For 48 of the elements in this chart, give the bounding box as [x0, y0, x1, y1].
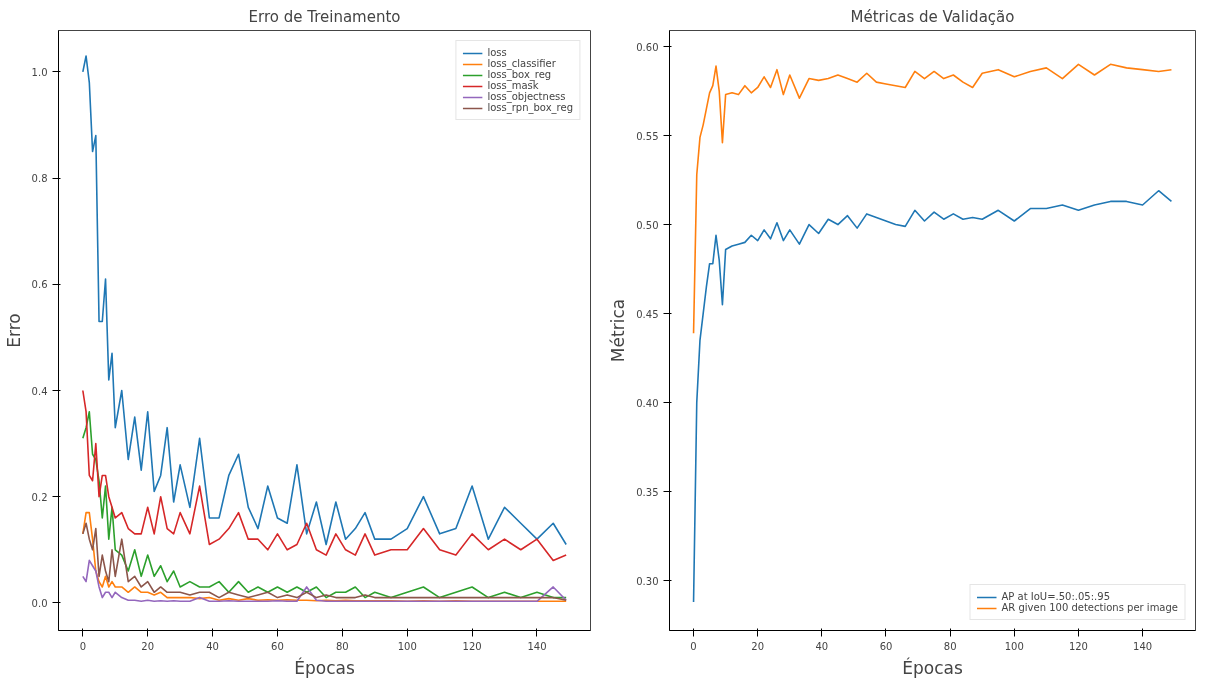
legend-label: loss_box_reg [487, 69, 552, 80]
chart-title: Métricas de Validação [850, 7, 1015, 26]
y-tick-label: 0.6 [31, 279, 48, 291]
x-tick-label: 100 [1004, 640, 1024, 652]
y-tick-label: 1.0 [31, 66, 48, 78]
legend-label: loss_classifier [487, 58, 556, 69]
x-tick-label: 20 [141, 640, 155, 652]
x-tick-label: 60 [879, 640, 893, 652]
y-tick-label: 0.2 [31, 491, 48, 503]
x-tick-label: 120 [462, 640, 482, 652]
legend-label: loss_objectness [487, 91, 566, 102]
y-tick-label: 0.30 [636, 575, 659, 587]
x-tick-label: 140 [1133, 640, 1153, 652]
legend-label: loss_rpn_box_reg [487, 102, 573, 113]
chart-title: Erro de Treinamento [248, 7, 401, 26]
legend-label: AP at IoU=.50:.05:.95 [1001, 591, 1110, 602]
x-tick-label: 0 [79, 640, 87, 652]
line-series [692, 189, 1173, 603]
x-tick-label: 140 [527, 640, 547, 652]
line-series [82, 389, 567, 562]
legend-label: AR given 100 detections per image [1001, 602, 1178, 613]
x-tick-label: 80 [335, 640, 349, 652]
x-tick-label: 60 [271, 640, 284, 652]
y-tick-label: 0.45 [636, 308, 659, 320]
line-series [82, 410, 567, 599]
y-tick-label: 0.8 [31, 173, 48, 185]
legend-label: loss_mask [487, 80, 539, 91]
x-tick-label: 40 [815, 640, 829, 652]
y-tick-label: 0.55 [636, 130, 659, 142]
y-tick-label: 0.60 [636, 41, 659, 53]
line-series [692, 63, 1173, 334]
y-axis-title: Métrica [608, 298, 629, 363]
legend-label: loss [487, 47, 508, 58]
x-axis-title: Épocas [294, 656, 355, 678]
line-series [82, 559, 567, 603]
y-tick-label: 0.0 [31, 597, 48, 609]
y-tick-label: 0.50 [636, 219, 659, 231]
x-tick-label: 0 [690, 640, 697, 652]
x-tick-label: 20 [751, 640, 765, 652]
x-axis-title: Épocas [902, 656, 963, 678]
x-tick-label: 120 [1068, 640, 1088, 652]
y-tick-label: 0.40 [636, 397, 659, 409]
x-tick-label: 100 [397, 640, 417, 652]
y-axis-title: Erro [3, 313, 24, 348]
x-tick-label: 40 [206, 640, 219, 652]
y-tick-label: 0.35 [636, 486, 659, 498]
x-tick-label: 80 [943, 640, 957, 652]
y-tick-label: 0.4 [31, 385, 48, 397]
